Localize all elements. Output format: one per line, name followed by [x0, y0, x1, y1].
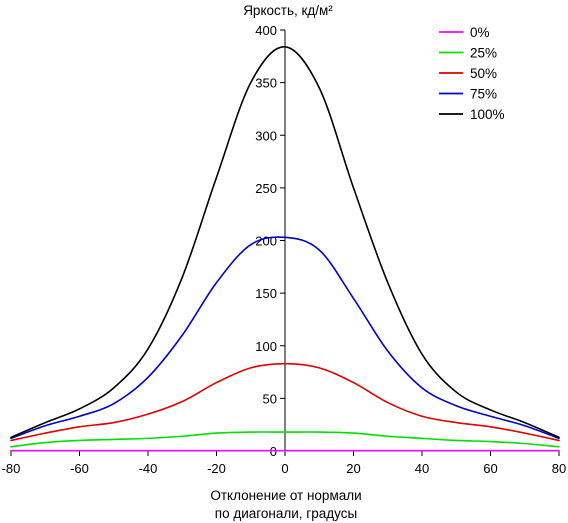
axes: -80 -60 -40 -20 0 20 40 60 800501001502002503003… [2, 23, 567, 476]
legend-label: 25% [470, 46, 497, 61]
x-tick-label: 60 [483, 461, 497, 476]
legend-item: 25% [439, 46, 497, 61]
legend-label: 50% [470, 66, 497, 81]
x-axis-label-line1: Отклонение от нормали [210, 488, 361, 503]
series-lines [10, 46, 560, 452]
legend-label: 100% [470, 107, 505, 122]
x-axis-label-line2: по диагонали, градусы [215, 506, 357, 521]
y-tick-label: 150 [255, 286, 277, 301]
series-line-25pct [10, 431, 560, 448]
x-tick-label: 40 [415, 461, 429, 476]
series-line-100pct [10, 46, 560, 439]
legend-item: 0% [439, 25, 490, 40]
y-tick-label: 100 [255, 339, 277, 354]
legend-item: 75% [439, 87, 497, 102]
series-line-75pct [10, 236, 560, 440]
x-tick-label: -60 [70, 461, 89, 476]
legend-label: 0% [470, 25, 490, 40]
legend-label: 75% [470, 87, 497, 102]
y-tick-label: 0 [270, 444, 277, 459]
axis-labels: Яркость, кд/м² Отклонение от нормали по … [210, 3, 361, 521]
legend: 0% 25% 50% 75% 100% [439, 25, 505, 122]
series-line-50pct [10, 362, 560, 442]
x-tick-label: -80 [2, 461, 21, 476]
y-tick-label: 250 [255, 181, 277, 196]
y-tick-label: 350 [255, 76, 277, 91]
y-axis-label: Яркость, кд/м² [243, 3, 333, 18]
legend-item: 50% [439, 66, 497, 81]
legend-item: 100% [439, 107, 505, 122]
x-tick-label: -20 [207, 461, 226, 476]
y-tick-label: 300 [255, 128, 277, 143]
x-tick-label: 20 [346, 461, 360, 476]
x-tick-label: 80 [552, 461, 566, 476]
x-tick-label: -40 [139, 461, 158, 476]
y-tick-label: 50 [263, 391, 277, 406]
x-tick-label: 0 [281, 461, 288, 476]
y-tick-label: 400 [255, 23, 277, 38]
